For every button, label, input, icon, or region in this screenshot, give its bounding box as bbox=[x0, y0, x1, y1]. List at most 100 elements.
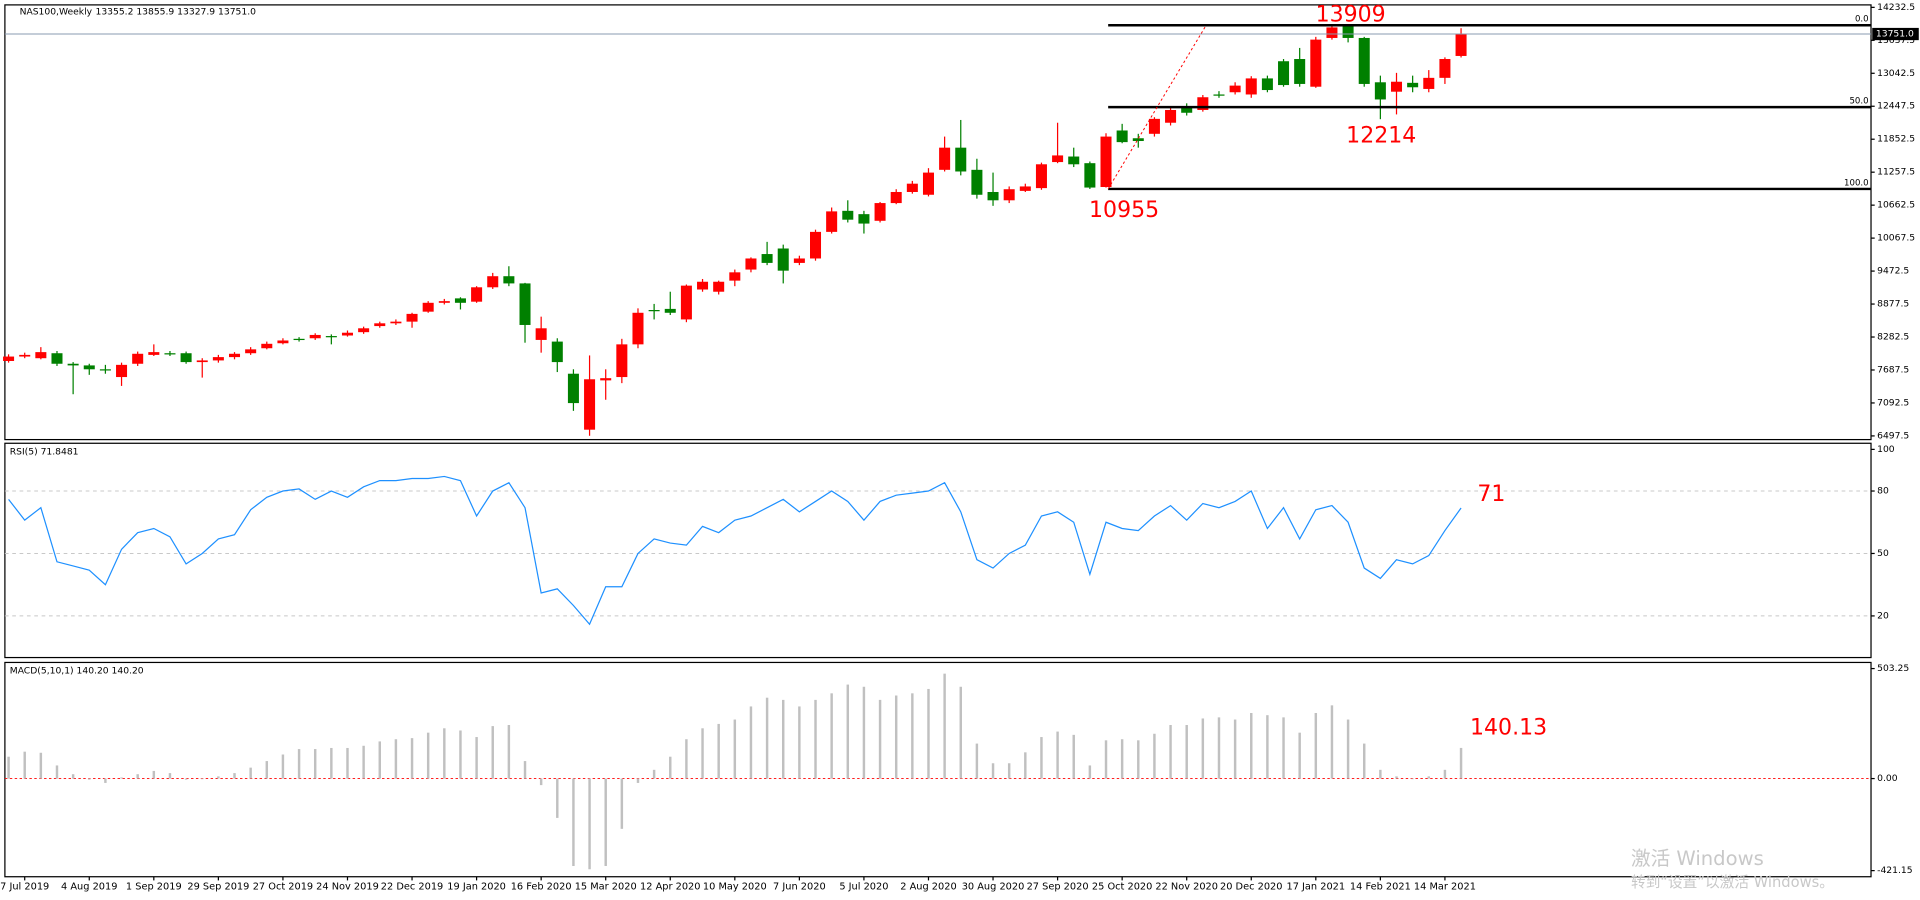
y-tick-label: 11257.5 bbox=[1877, 167, 1915, 178]
macd-bar bbox=[894, 695, 898, 779]
macd-bar bbox=[104, 778, 107, 783]
macd-bar bbox=[588, 778, 591, 870]
macd-bar bbox=[201, 778, 204, 780]
macd-bar bbox=[911, 693, 914, 779]
macd-bar bbox=[927, 688, 930, 779]
main-panel bbox=[4, 4, 1872, 441]
watermark: 转到“设置”以激活 Windows。 bbox=[1631, 874, 1834, 891]
x-tick-label: 22 Dec 2019 bbox=[381, 882, 444, 893]
macd-annotation: 140.13 bbox=[1470, 715, 1547, 740]
candle-body bbox=[212, 357, 224, 361]
macd-bar bbox=[1137, 740, 1140, 779]
candle-body bbox=[180, 353, 192, 363]
last-price-label: 13751.0 bbox=[1876, 29, 1914, 40]
macd-bar bbox=[782, 699, 785, 779]
macd-bar bbox=[991, 763, 995, 779]
candle-body bbox=[325, 336, 337, 338]
candle-body bbox=[1213, 94, 1225, 96]
x-tick-label: 27 Sep 2020 bbox=[1027, 882, 1089, 893]
last-price-tag bbox=[1872, 27, 1919, 41]
y-tick-label: 503.25 bbox=[1877, 663, 1909, 674]
candle-body bbox=[648, 310, 660, 312]
candle-body bbox=[680, 285, 692, 320]
macd-bar bbox=[652, 769, 656, 779]
panel-title: NAS100,Weekly bbox=[20, 7, 93, 18]
candle-body bbox=[1116, 130, 1128, 143]
x-tick-label: 22 Nov 2020 bbox=[1155, 882, 1218, 893]
macd-bar bbox=[1153, 733, 1156, 779]
candle-body bbox=[745, 258, 757, 270]
macd-bar bbox=[281, 754, 285, 779]
watermark: 激活 Windows bbox=[1631, 847, 1764, 870]
y-tick-label: 10067.5 bbox=[1877, 233, 1915, 244]
candle-body bbox=[245, 349, 257, 354]
macd-bar bbox=[572, 778, 575, 866]
fib-level-label: 0.0 bbox=[1855, 15, 1869, 25]
candle-body bbox=[519, 283, 531, 325]
candle-body bbox=[1181, 107, 1193, 113]
candle-body bbox=[1439, 59, 1451, 78]
macd-bar bbox=[346, 747, 349, 779]
macd-bar bbox=[1363, 743, 1366, 779]
candle-body bbox=[1132, 138, 1144, 142]
y-tick-label: 8877.5 bbox=[1877, 299, 1909, 310]
macd-bar bbox=[1072, 734, 1075, 779]
candle-body bbox=[3, 356, 15, 361]
x-tick-label: 5 Jul 2020 bbox=[839, 882, 888, 893]
candle-body bbox=[761, 254, 773, 263]
macd-bar bbox=[878, 699, 882, 779]
candle-body bbox=[67, 363, 79, 366]
candle-body bbox=[164, 353, 176, 355]
candle-body bbox=[1035, 164, 1047, 189]
macd-bar bbox=[685, 739, 688, 779]
candle-body bbox=[406, 313, 418, 322]
panel-title: RSI(5) 71.8481 bbox=[10, 446, 79, 457]
candle-body bbox=[454, 298, 466, 303]
x-tick-label: 30 Aug 2020 bbox=[962, 882, 1025, 893]
candle-body bbox=[422, 302, 434, 312]
macd-bar bbox=[959, 686, 962, 779]
x-tick-label: 29 Sep 2019 bbox=[187, 882, 249, 893]
macd-bar bbox=[459, 730, 462, 779]
macd-bar bbox=[1088, 765, 1092, 779]
x-tick-label: 10 May 2020 bbox=[703, 882, 767, 893]
x-tick-label: 19 Jan 2020 bbox=[447, 882, 506, 893]
panel-title: MACD(5,10,1) 140.20 140.20 bbox=[10, 666, 144, 677]
macd-bar bbox=[362, 745, 365, 779]
macd-bar bbox=[620, 778, 624, 829]
macd-bar bbox=[491, 726, 494, 779]
macd-bar bbox=[975, 743, 979, 779]
candle-body bbox=[358, 328, 370, 333]
candle-body bbox=[1342, 25, 1354, 38]
candle-body bbox=[664, 308, 676, 313]
macd-bar bbox=[1233, 719, 1237, 779]
macd-bar bbox=[136, 774, 139, 779]
candle-body bbox=[116, 364, 128, 378]
candle-body bbox=[277, 340, 289, 344]
macd-bar bbox=[394, 739, 398, 779]
candle-body bbox=[793, 258, 805, 263]
macd-bar bbox=[297, 749, 301, 779]
candle-body bbox=[906, 183, 918, 192]
candle-body bbox=[987, 191, 999, 201]
candle-body bbox=[616, 344, 628, 378]
candle-body bbox=[35, 352, 47, 359]
y-tick-label: 12447.5 bbox=[1877, 101, 1915, 112]
candle-body bbox=[341, 332, 353, 336]
x-tick-label: 14 Mar 2021 bbox=[1414, 882, 1476, 893]
y-tick-label: -421.15 bbox=[1877, 865, 1913, 876]
candle-body bbox=[196, 360, 208, 363]
candle-body bbox=[971, 169, 983, 195]
macd-bar bbox=[378, 741, 381, 779]
candle-body bbox=[99, 369, 111, 371]
macd-bar bbox=[1024, 752, 1027, 779]
x-tick-label: 25 Oct 2020 bbox=[1092, 882, 1152, 893]
price-annotation: 13909 bbox=[1316, 2, 1386, 27]
macd-bar bbox=[1201, 718, 1205, 779]
x-tick-label: 7 Jul 2019 bbox=[0, 882, 49, 893]
candle-body bbox=[1310, 39, 1322, 87]
candle-body bbox=[438, 301, 450, 303]
macd-bar bbox=[313, 749, 317, 779]
macd-bar bbox=[1427, 776, 1431, 779]
